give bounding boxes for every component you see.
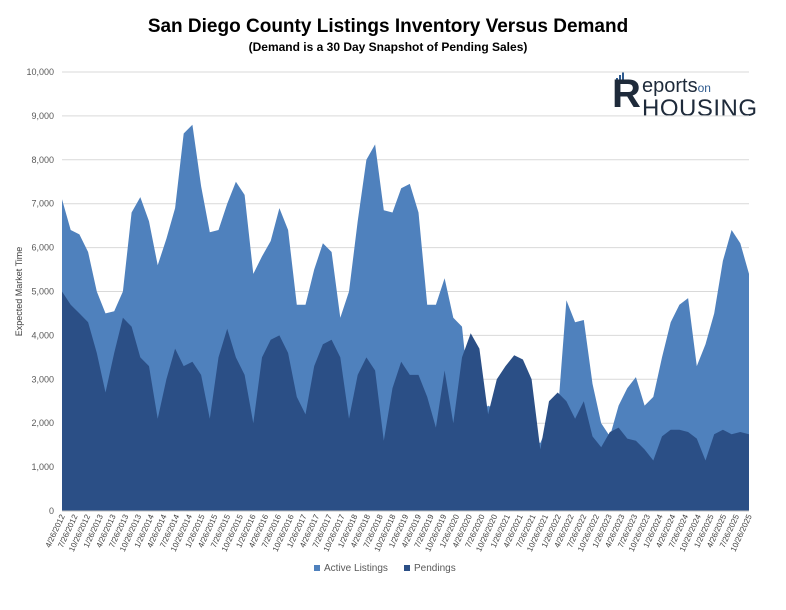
legend-swatch-pendings — [404, 565, 410, 571]
y-tick-label: 8,000 — [31, 155, 54, 165]
legend: Active Listings Pendings — [314, 563, 456, 574]
legend-label-pendings: Pendings — [414, 563, 456, 574]
y-axis-ticks: 0 1,000 2,000 3,000 4,000 5,000 6,000 7,000 8,00… — [26, 67, 54, 516]
chart-frame: San Diego County Listings Inventory Vers… — [14, 16, 757, 574]
pendings-area — [62, 291, 749, 511]
logo-housing-word: HOUSING — [642, 95, 758, 122]
y-tick-label: 7,000 — [31, 199, 54, 209]
y-tick-label: 3,000 — [31, 374, 54, 384]
y-axis-label: Expected Market Time — [14, 247, 24, 337]
reports-on-housing-logo: R eportson HOUSING — [612, 72, 757, 122]
y-tick-label: 9,000 — [31, 111, 54, 121]
chart-title: San Diego County Listings Inventory Vers… — [147, 16, 629, 37]
x-axis-ticks: 4/26/20127/26/201210/26/20121/26/20134/2… — [44, 513, 754, 554]
y-tick-label: 4,000 — [31, 330, 54, 340]
chart-svg: 0 1,000 2,000 3,000 4,000 5,000 6,000 7,000 8,00… — [14, 67, 754, 574]
chart-subtitle: (Demand is a 30 Day Snapshot of Pending … — [248, 40, 528, 54]
logo-r-mark: R — [612, 72, 641, 116]
y-tick-label: 1,000 — [31, 462, 54, 472]
logo-bars-icon — [616, 72, 624, 84]
y-tick-label: 10,000 — [26, 67, 54, 77]
legend-swatch-active-listings — [314, 565, 320, 571]
y-tick-label: 0 — [49, 506, 54, 516]
logo-reports-word: eportson — [642, 75, 711, 97]
legend-label-active-listings: Active Listings — [324, 563, 388, 574]
y-tick-label: 5,000 — [31, 287, 54, 297]
y-tick-label: 6,000 — [31, 243, 54, 253]
y-tick-label: 2,000 — [31, 418, 54, 428]
